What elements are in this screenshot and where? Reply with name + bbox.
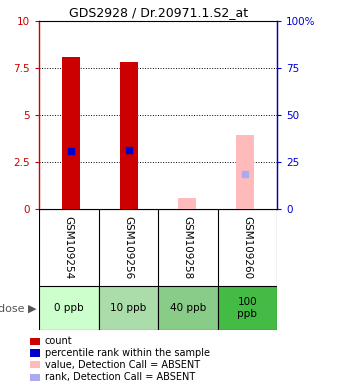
FancyBboxPatch shape	[99, 286, 158, 330]
FancyBboxPatch shape	[158, 286, 218, 330]
Bar	[30, 338, 40, 345]
Bar	[62, 57, 80, 209]
Text: GSM109258: GSM109258	[183, 216, 193, 279]
Bar	[120, 61, 138, 209]
Bar	[30, 361, 40, 369]
Text: 10 ppb: 10 ppb	[110, 303, 147, 313]
Bar	[236, 135, 254, 209]
Title: GDS2928 / Dr.20971.1.S2_at: GDS2928 / Dr.20971.1.S2_at	[69, 5, 248, 18]
FancyBboxPatch shape	[218, 286, 277, 330]
FancyBboxPatch shape	[39, 286, 99, 330]
Text: 0 ppb: 0 ppb	[54, 303, 84, 313]
Text: percentile rank within the sample: percentile rank within the sample	[45, 348, 210, 358]
Text: GSM109260: GSM109260	[242, 216, 252, 279]
Text: GSM109256: GSM109256	[123, 216, 133, 279]
Text: rank, Detection Call = ABSENT: rank, Detection Call = ABSENT	[45, 372, 195, 382]
Bar	[178, 198, 196, 209]
Text: value, Detection Call = ABSENT: value, Detection Call = ABSENT	[45, 360, 200, 370]
Bar	[30, 349, 40, 356]
Text: 40 ppb: 40 ppb	[170, 303, 206, 313]
Text: count: count	[45, 336, 72, 346]
Text: GSM109254: GSM109254	[64, 216, 74, 279]
Text: 100
ppb: 100 ppb	[237, 297, 257, 319]
Bar	[30, 374, 40, 381]
Text: dose ▶: dose ▶	[0, 303, 36, 313]
